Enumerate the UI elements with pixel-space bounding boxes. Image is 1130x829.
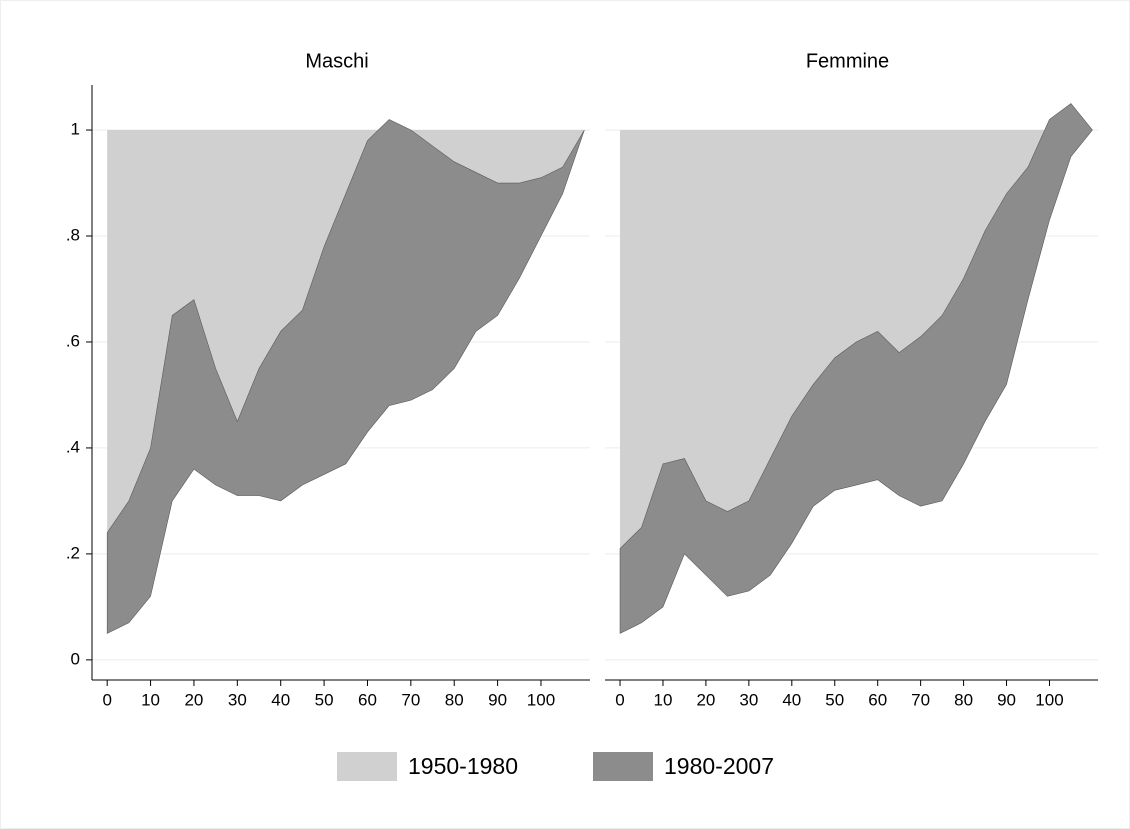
area-1950-1980 [620,103,1093,549]
x-tick-label: 60 [868,690,887,709]
panel-title: Maschi [305,50,368,72]
legend-swatch [337,752,397,781]
area-1980-2007 [106,119,585,634]
x-tick-label: 80 [954,690,973,709]
x-tick-label: 60 [358,690,377,709]
x-tick-label: 50 [825,690,844,709]
x-tick-label: 90 [488,690,507,709]
x-tick-label: 10 [654,690,673,709]
area-1950-1980 [107,119,585,533]
x-tick-label: 30 [739,690,758,709]
x-tick-label: 0 [102,690,111,709]
panel-title: Femmine [806,50,889,72]
legend-label: 1980-2007 [664,753,774,779]
y-tick-label: .2 [66,543,80,562]
x-tick-label: 50 [315,690,334,709]
area-1980-2007 [619,103,1093,634]
y-tick-label: .6 [66,331,80,350]
x-tick-label: 70 [911,690,930,709]
x-tick-label: 20 [696,690,715,709]
x-tick-label: 70 [401,690,420,709]
legend-label: 1950-1980 [408,753,518,779]
x-tick-label: 100 [527,690,555,709]
x-tick-label: 20 [184,690,203,709]
x-tick-label: 40 [271,690,290,709]
y-tick-label: .8 [66,225,80,244]
legend-swatch [593,752,653,781]
y-tick-label: .4 [66,437,80,456]
x-tick-label: 100 [1035,690,1063,709]
y-tick-label: 0 [71,649,80,668]
x-tick-label: 40 [782,690,801,709]
x-tick-label: 30 [228,690,247,709]
x-tick-label: 10 [141,690,160,709]
y-tick-label: 1 [71,120,80,139]
x-tick-label: 80 [445,690,464,709]
x-tick-label: 90 [997,690,1016,709]
x-tick-label: 0 [615,690,624,709]
